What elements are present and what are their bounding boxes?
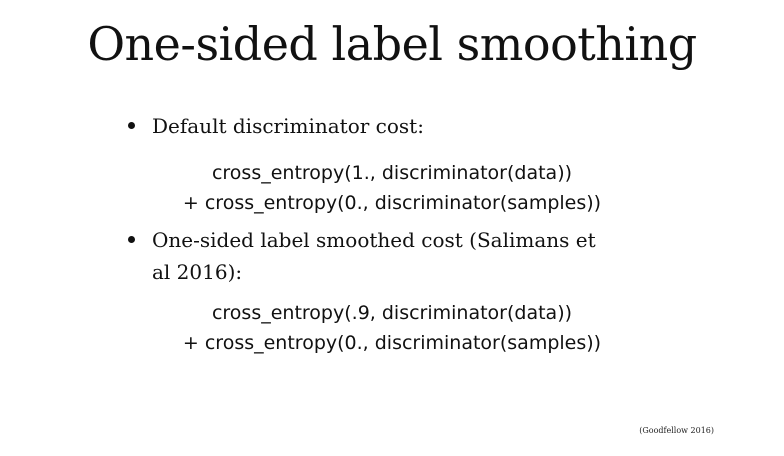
bullet-item-smoothed-cost: One-sided label smoothed cost (Salimans … bbox=[128, 224, 598, 288]
code-line: cross_entropy(.9, discriminator(data)) bbox=[211, 302, 573, 324]
slide-title: One-sided label smoothing bbox=[87, 17, 697, 71]
bullet-text: Default discriminator cost: bbox=[152, 114, 424, 138]
code-line: cross_entropy(1., discriminator(data)) bbox=[211, 162, 573, 184]
bullet-dot bbox=[128, 236, 135, 243]
citation: (Goodfellow 2016) bbox=[639, 426, 714, 435]
bullet-item-default-cost: Default discriminator cost: bbox=[128, 110, 628, 142]
bullet-dot bbox=[128, 122, 135, 129]
bullet-text: One-sided label smoothed cost (Salimans … bbox=[152, 228, 596, 284]
code-block-smoothed-cost: cross_entropy(.9, discriminator(data)) +… bbox=[0, 298, 784, 358]
code-line: + cross_entropy(0., discriminator(sample… bbox=[182, 332, 602, 354]
code-block-default-cost: cross_entropy(1., discriminator(data)) +… bbox=[0, 158, 784, 218]
code-line: + cross_entropy(0., discriminator(sample… bbox=[182, 192, 602, 214]
